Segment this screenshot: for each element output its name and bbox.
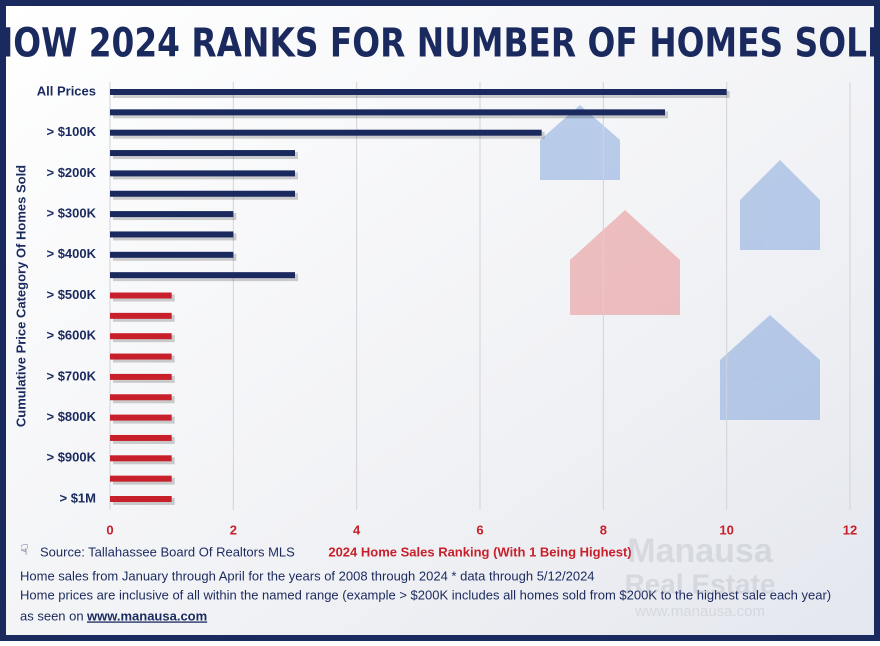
y-tick-label: > $200K [46, 165, 96, 180]
link[interactable]: www.manausa.com [86, 608, 207, 623]
watermark-text: www.manausa.com [634, 603, 765, 620]
bar [110, 129, 542, 136]
x-tick-label: 8 [600, 522, 607, 537]
watermark-text: Real Estate [625, 568, 776, 599]
note: Home prices are inclusive of all within … [20, 587, 831, 602]
bar [110, 312, 172, 319]
x-tick-label: 6 [476, 522, 483, 537]
bar [110, 190, 295, 197]
x-tick-label: 2 [230, 522, 237, 537]
x-axis-label: 2024 Home Sales Ranking (With 1 Being Hi… [328, 544, 631, 559]
bar [110, 292, 172, 299]
bar [110, 475, 172, 482]
y-tick-label: > $400K [46, 246, 96, 261]
bar [110, 272, 295, 279]
source-note: Source: Tallahassee Board Of Realtors ML… [40, 544, 295, 559]
bar [110, 353, 172, 360]
x-tick-label: 0 [106, 522, 113, 537]
note: Home sales from January through April fo… [20, 568, 595, 583]
bar [110, 455, 172, 462]
bar [110, 251, 234, 258]
y-tick-label: > $800K [46, 409, 96, 424]
bar [110, 496, 172, 502]
bar [110, 109, 665, 116]
x-tick-label: 12 [843, 522, 857, 537]
y-tick-label: > $700K [46, 368, 96, 383]
hand-icon: ☟ [20, 542, 29, 558]
house-decor [540, 105, 820, 420]
bar [110, 89, 727, 95]
y-tick-label: > $500K [46, 287, 96, 302]
bar [110, 414, 172, 421]
x-tick-label: 10 [719, 522, 733, 537]
bar [110, 434, 172, 441]
bar [110, 231, 234, 238]
y-tick-label: > $1M [60, 490, 97, 505]
y-tick-label: All Prices [37, 83, 96, 98]
bar [110, 333, 172, 340]
y-tick-label: > $600K [46, 328, 96, 343]
note: as seen on [20, 608, 84, 623]
bar [110, 394, 172, 401]
bar [110, 211, 234, 218]
bar [110, 373, 172, 380]
y-tick-label: > $100K [46, 124, 96, 139]
bar [110, 170, 295, 177]
bar [110, 150, 295, 157]
y-axis-label: Cumulative Price Category Of Homes Sold [13, 165, 28, 427]
watermark-text: Manausa [627, 532, 774, 570]
watermark: Manausa Real Estate www.manausa.com [625, 532, 776, 620]
chart-title: HOW 2024 RANKS FOR NUMBER OF HOMES SOLD [0, 19, 880, 66]
x-tick-label: 4 [353, 522, 361, 537]
y-tick-label: > $900K [46, 450, 96, 465]
y-tick-label: > $300K [46, 206, 96, 221]
